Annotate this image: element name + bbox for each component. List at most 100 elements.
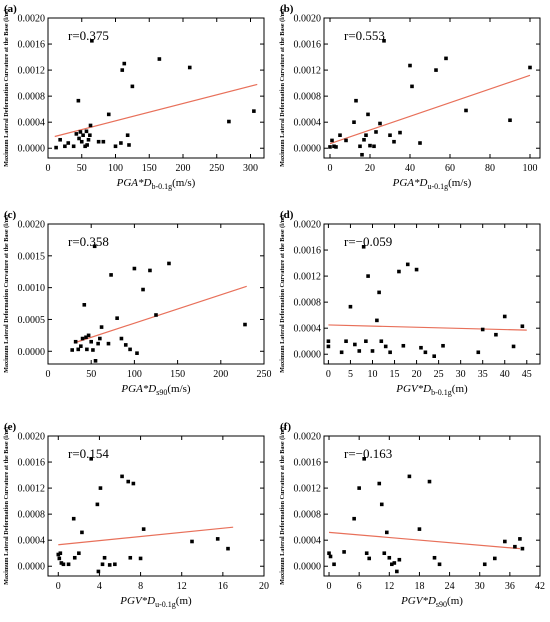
y-tick-label: 0.0000 [18, 144, 46, 155]
data-point [122, 61, 127, 66]
x-tick-label: 4 [97, 581, 102, 592]
plot-frame [47, 223, 265, 365]
data-point [476, 350, 481, 355]
data-point [367, 556, 372, 561]
x-tick-label: 16 [218, 581, 228, 592]
x-tick-label: 200 [176, 163, 191, 174]
data-point [119, 141, 123, 145]
x-tick-label: 50 [86, 369, 96, 380]
data-point [120, 68, 125, 72]
data-point [437, 562, 442, 567]
data-point [109, 273, 113, 277]
x-tick-label: 24 [445, 581, 455, 592]
y-tick-label: 0.0000 [18, 562, 46, 573]
panel-letter: (e) [4, 421, 17, 433]
data-point [480, 327, 485, 332]
regression-line [73, 285, 247, 344]
data-point [99, 325, 104, 329]
y-tick-label: 0.0008 [294, 92, 322, 103]
y-tick-label: 0.0008 [18, 510, 46, 521]
x-tick-label: 30 [475, 581, 485, 592]
x-tick-label: 35 [478, 369, 488, 380]
x-axis-label: PGV*Du-0.1g(m) [119, 595, 192, 609]
data-point [106, 341, 111, 346]
data-point [119, 336, 124, 341]
data-point [357, 349, 362, 353]
regression-line [328, 324, 527, 331]
data-point [332, 144, 336, 149]
data-point [408, 63, 412, 68]
y-tick-label: 0.0008 [294, 298, 322, 309]
data-point [82, 303, 87, 307]
data-point [344, 138, 348, 143]
x-tick-label: 36 [505, 581, 515, 592]
x-tick-label: 50 [77, 163, 87, 174]
data-point [444, 56, 448, 61]
regression-line [328, 531, 520, 550]
correlation-label: r=0.553 [344, 28, 385, 43]
data-point [405, 262, 410, 267]
data-point [503, 539, 507, 544]
data-point [107, 563, 112, 567]
x-tick-label: 25 [434, 369, 444, 380]
data-point [407, 474, 412, 479]
data-point [86, 137, 91, 142]
data-point [85, 143, 89, 147]
x-tick-label: 20 [412, 369, 422, 380]
data-point [423, 350, 428, 355]
x-tick-label: 100 [108, 163, 123, 174]
y-tick-label: 0.0020 [18, 220, 46, 231]
data-point [76, 347, 81, 352]
data-point [84, 129, 89, 134]
panel-letter: (a) [4, 3, 17, 15]
data-point [327, 551, 331, 556]
data-point [100, 562, 105, 567]
data-point [77, 551, 81, 556]
data-point [81, 133, 85, 138]
panel-3: 0.0000 0.0005 0.0010 0.0015 0.0020 0 50 100 150 2… [3, 209, 272, 397]
data-point [243, 322, 247, 327]
data-point [401, 343, 406, 348]
panel-letter: (b) [280, 3, 294, 15]
correlation-label: r=0.375 [68, 28, 109, 43]
y-tick-label: 0.0010 [18, 283, 46, 294]
data-point [92, 244, 97, 249]
x-tick-label: 250 [209, 163, 224, 174]
y-tick-label: 0.0000 [294, 350, 322, 361]
y-tick-label: 0.0000 [294, 562, 322, 573]
x-tick-label: 40 [405, 163, 415, 174]
data-point [63, 144, 67, 149]
data-point [382, 551, 387, 556]
data-point [90, 38, 94, 43]
x-tick-label: 30 [456, 369, 466, 380]
data-point [128, 347, 132, 352]
x-axis-label: PGA*Ds90(m/s) [120, 383, 191, 397]
data-point [72, 555, 77, 560]
data-point [378, 121, 382, 126]
plot-frame [323, 223, 541, 365]
data-point [120, 474, 124, 479]
data-point [141, 527, 146, 531]
data-point [56, 552, 61, 557]
data-point [518, 537, 522, 541]
data-point [334, 145, 338, 149]
data-point [85, 347, 89, 352]
data-point [130, 84, 135, 89]
panel-1: 0.0000 0.0004 0.0008 0.0012 0.0016 0.0020 0 50 1… [3, 3, 265, 191]
data-point [511, 344, 516, 349]
data-point [98, 486, 103, 490]
data-point [362, 137, 366, 142]
data-point [368, 143, 372, 148]
data-point [370, 349, 375, 353]
data-point [410, 84, 414, 89]
y-tick-label: 0.0004 [294, 536, 322, 547]
data-point [226, 546, 230, 551]
data-point [372, 144, 376, 149]
data-point [79, 139, 84, 144]
data-point [377, 481, 382, 486]
y-tick-label: 0.0020 [18, 14, 46, 25]
x-tick-label: 0 [326, 369, 331, 380]
data-point [102, 555, 107, 560]
y-tick-label: 0.0004 [294, 118, 322, 129]
x-tick-label: 8 [138, 581, 143, 592]
